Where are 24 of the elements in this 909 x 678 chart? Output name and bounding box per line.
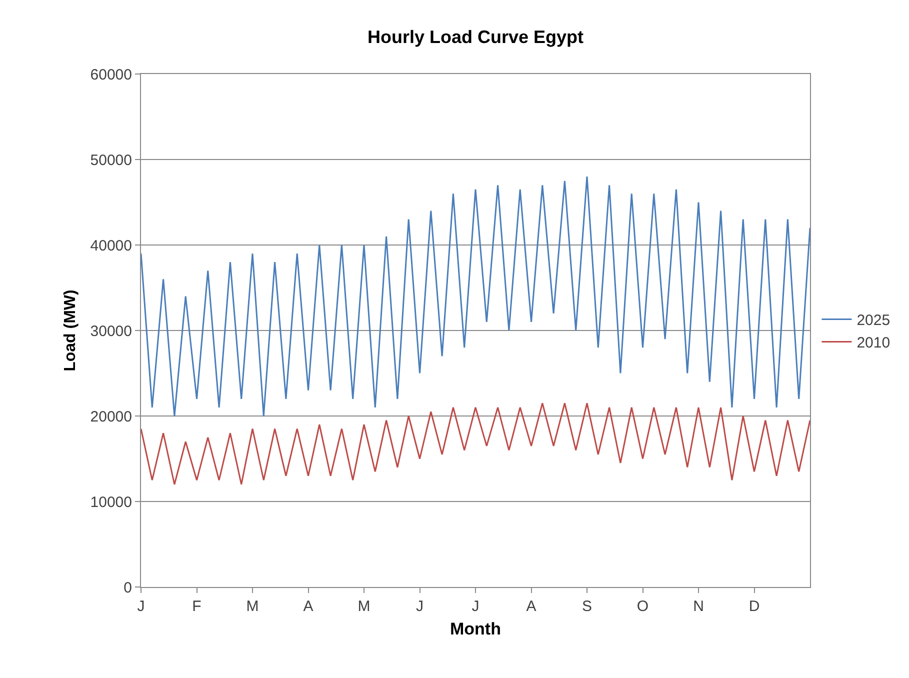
x-tick-label: J — [472, 598, 480, 615]
x-tick-label: N — [693, 598, 704, 615]
legend-label: 2010 — [856, 334, 890, 352]
x-tick-label: J — [137, 598, 145, 615]
legend-label: 2025 — [856, 312, 890, 330]
x-tick-label: D — [748, 598, 760, 615]
y-tick-label: 30000 — [90, 322, 132, 340]
y-tick-label: 0 — [124, 579, 132, 596]
y-tick-label: 20000 — [90, 408, 132, 426]
x-tick-label: M — [246, 598, 259, 615]
x-tick-label: J — [416, 598, 424, 615]
y-axis-title: Load (MW) — [62, 290, 80, 372]
chart-title: Hourly Load Curve Egypt — [367, 27, 584, 48]
x-tick-label: M — [358, 598, 370, 615]
x-axis-title: Month — [450, 619, 501, 638]
y-tick-label: 40000 — [90, 237, 132, 254]
y-tick-label: 60000 — [90, 66, 132, 84]
x-tick-label: S — [582, 598, 592, 615]
x-tick-label: F — [192, 598, 202, 615]
x-tick-label: A — [526, 598, 536, 615]
y-tick-label: 50000 — [90, 152, 132, 169]
x-tick-label: O — [636, 598, 649, 615]
x-tick-label: A — [303, 598, 314, 615]
y-tick-label: 10000 — [90, 494, 132, 511]
